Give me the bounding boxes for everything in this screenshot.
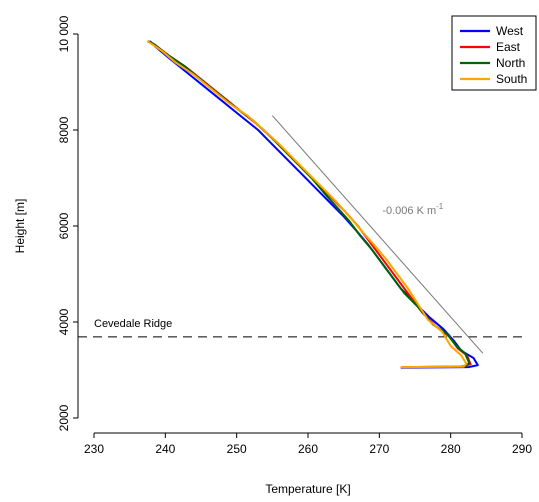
- x-tick-label: 230: [84, 442, 104, 456]
- legend-label-east: East: [496, 40, 521, 54]
- legend-label-north: North: [496, 56, 525, 70]
- legend-label-west: West: [496, 24, 524, 38]
- x-tick-label: 290: [512, 442, 532, 456]
- lapse-rate-label: -0.006 K m-1: [382, 202, 443, 217]
- axes: 230 240 250 260 270 280 290 2000 4000 6000 8000 10 …: [57, 15, 532, 456]
- y-tick-label: 2000: [57, 404, 71, 431]
- legend: West East North South: [451, 15, 537, 91]
- annotations: Cevedale Ridge -0.006 K m-1: [78, 115, 524, 354]
- lapse-rate-line: [271, 115, 484, 354]
- y-tick-label: 8000: [57, 116, 71, 143]
- series-layer: [146, 40, 479, 369]
- x-tick-label: 260: [298, 442, 318, 456]
- x-tick-label: 280: [441, 442, 461, 456]
- x-tick-label: 250: [227, 442, 247, 456]
- series-line-south: [146, 40, 468, 369]
- legend-label-south: South: [496, 72, 527, 86]
- x-axis-title: Temperature [K]: [265, 482, 350, 496]
- y-axis-title: Height [m]: [13, 199, 27, 254]
- y-tick-label: 10 000: [57, 15, 71, 52]
- y-tick-label: 6000: [57, 212, 71, 239]
- cevedale-ridge-label: Cevedale Ridge: [94, 318, 172, 330]
- legend-box: [451, 15, 537, 91]
- y-tick-label: 4000: [57, 308, 71, 335]
- series-line-west: [149, 40, 479, 369]
- x-tick-label: 240: [155, 442, 175, 456]
- x-tick-label: 270: [369, 442, 389, 456]
